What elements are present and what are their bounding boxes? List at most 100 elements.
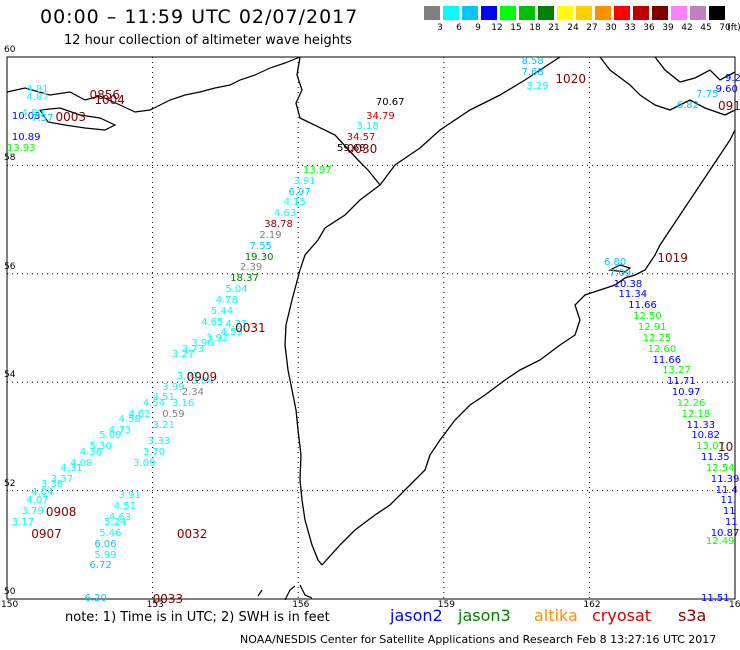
lon-tick-label: 159	[437, 600, 455, 610]
wave-height-value: 13.97	[303, 164, 332, 176]
wave-height-value: 12.60	[647, 343, 677, 355]
wave-height-value: 4.73	[108, 424, 132, 436]
legend-swatch	[671, 6, 687, 20]
legend-swatch	[424, 6, 440, 20]
satellite-name: altika	[534, 606, 578, 625]
coastline-kamchatka-west	[284, 184, 381, 566]
pass-time-label: 10	[718, 440, 734, 455]
wave-height-value: 4.15	[283, 197, 306, 209]
wave-height-value: 7.55	[249, 240, 272, 252]
wave-height-value: 9.21	[725, 72, 740, 84]
wave-height-value: 5.46	[99, 527, 122, 539]
wave-height-value: 4.65	[201, 316, 224, 328]
coastline-kuril-islands	[257, 584, 313, 601]
legend-label: 3	[437, 23, 443, 33]
wave-height-value: 4.62	[128, 408, 151, 420]
wave-height-value: 7.09	[608, 267, 632, 279]
lon-tick-label: 150	[1, 600, 19, 610]
wave-height-value: 4.63	[273, 208, 297, 220]
map-subtitle: 12 hour collection of altimeter wave hei…	[64, 33, 352, 48]
legend-label: 39	[662, 23, 674, 33]
wave-height-value: 9.60	[715, 83, 738, 95]
wave-height-value: 34.79	[366, 110, 395, 122]
wave-height-value: 4.36	[79, 446, 103, 458]
wave-height-value: 6.72	[89, 560, 112, 572]
wave-height-value: 4.54	[142, 397, 166, 409]
wave-height-value: 4.59	[220, 327, 243, 339]
legend-swatch	[538, 6, 554, 20]
wave-height-value: 7.68	[521, 67, 544, 79]
wave-height-value: 10.82	[691, 430, 720, 442]
wave-height-value: 5.99	[94, 549, 117, 561]
legend-swatch	[500, 6, 516, 20]
wave-height-value: 3.18	[356, 121, 379, 133]
pass-time-label: 0907	[31, 526, 62, 541]
wave-height-value: 3.38	[40, 479, 64, 491]
satellite-name: jason2	[390, 606, 443, 625]
graticule	[7, 57, 735, 599]
pass-time-label: 0030	[346, 142, 378, 157]
lat-tick-label: 58	[4, 153, 16, 164]
wave-height-value: 11.33	[686, 419, 716, 431]
wave-height-value: 4.51	[152, 392, 175, 404]
lat-tick-label: 50	[4, 587, 16, 597]
legend-label: 33	[624, 23, 636, 33]
wave-height-value: 10.87	[710, 527, 740, 539]
wave-height-value: 11.71	[667, 376, 696, 388]
satellite-name: cryosat	[592, 606, 652, 625]
legend-label: 24	[567, 23, 579, 33]
wave-height-value: 4.63	[108, 511, 132, 523]
legend-swatch	[557, 6, 573, 20]
legend-swatch	[576, 6, 592, 20]
wave-height-value: 4.78	[215, 294, 238, 306]
wave-height-value: 3.21	[152, 419, 175, 431]
legend-swatch	[595, 6, 611, 20]
wave-height-value: 34.57	[346, 132, 376, 144]
wave-height-value: 3.27	[172, 349, 195, 361]
wave-height-value: 13.93	[7, 143, 36, 155]
coastline-peninsula	[38, 107, 117, 131]
legend-swatch	[481, 6, 497, 20]
lon-tick-label: 153	[146, 600, 164, 610]
wave-height-value: 10.03	[11, 110, 41, 122]
wave-height-value: 11.51	[701, 593, 730, 604]
wave-height-value: 11	[722, 506, 736, 518]
footer-credit: NOAA/NESDIS Center for Satellite Applica…	[240, 633, 717, 646]
lat-tick-label: 52	[4, 478, 16, 489]
legend-swatch	[709, 6, 725, 20]
wave-height-value: 11.35	[701, 452, 730, 464]
footer-note: note: 1) Time is in UTC; 2) SWH is in fe…	[65, 610, 330, 625]
wave-height-value: 4.87	[26, 91, 49, 103]
wave-height-value: 6.20	[84, 593, 107, 604]
lon-tick-label: 156	[292, 600, 310, 610]
wave-height-value: 3.37	[50, 473, 73, 485]
legend-label: 9	[475, 23, 481, 33]
legend-swatch	[614, 6, 630, 20]
legend-label: 12	[491, 23, 503, 33]
wave-height-value: 2.19	[259, 229, 282, 241]
legend-swatch	[519, 6, 535, 20]
wave-height-value: 3.96	[191, 338, 214, 350]
wave-height-value: 2.39	[239, 262, 263, 274]
pass-time-label: 0031	[235, 321, 266, 335]
wave-height-value: 4.04	[31, 487, 54, 499]
pass-time-label: 0856	[89, 87, 121, 102]
wave-height-value: 13.27	[662, 365, 691, 377]
wave-height-value: 11.34	[618, 289, 648, 301]
wave-height-value: 4.21	[225, 319, 248, 331]
legend-swatch	[443, 6, 459, 20]
wave-height-value: 4.08	[70, 457, 93, 469]
wave-height-value: 3.92	[205, 332, 229, 344]
legend-label: 45	[700, 23, 712, 33]
coastline-northeast	[599, 56, 736, 116]
wave-height-value: 3.97	[176, 370, 200, 382]
wave-height-value: 13.07	[696, 441, 725, 453]
pass-time-label: 0909	[186, 369, 218, 384]
wave-height-value: 11	[725, 517, 738, 529]
wave-height-value: 4.07	[26, 495, 49, 507]
wave-height-value: 7.75	[696, 88, 719, 100]
wave-height-value: 3.70	[142, 446, 166, 458]
wave-height-value: 3.16	[172, 397, 195, 409]
legend-unit: (ft)	[727, 23, 740, 33]
legend-swatch	[690, 6, 706, 20]
